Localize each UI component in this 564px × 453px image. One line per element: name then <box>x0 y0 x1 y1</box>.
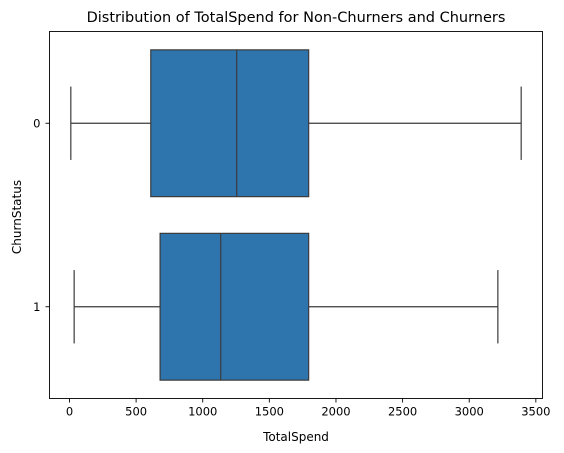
plot-frame <box>49 31 543 399</box>
chart-title: Distribution of TotalSpend for Non-Churn… <box>87 10 506 26</box>
x-axis: 0 500 1000 1500 2000 2500 3000 3500 <box>66 398 550 419</box>
x-axis-label: TotalSpend <box>262 430 329 444</box>
x-tick-label: 1000 <box>188 405 217 419</box>
y-tick-label: 1 <box>33 300 40 314</box>
y-tick-label: 0 <box>33 116 40 130</box>
x-tick-label: 3000 <box>455 405 484 419</box>
box-category-1 <box>73 232 499 381</box>
y-axis-label: ChurnStatus <box>10 180 24 254</box>
x-tick-label: 2000 <box>321 405 350 419</box>
y-axis: 01 <box>33 116 50 314</box>
iqr-box <box>159 232 310 381</box>
x-tick-label: 1500 <box>255 405 284 419</box>
iqr-box <box>150 49 310 198</box>
x-tick-label: 2500 <box>388 405 417 419</box>
x-tick-label: 500 <box>125 405 147 419</box>
x-tick-label: 0 <box>66 405 73 419</box>
x-tick-label: 3500 <box>521 405 550 419</box>
plot-area <box>70 49 522 381</box>
box-category-0 <box>70 49 522 198</box>
